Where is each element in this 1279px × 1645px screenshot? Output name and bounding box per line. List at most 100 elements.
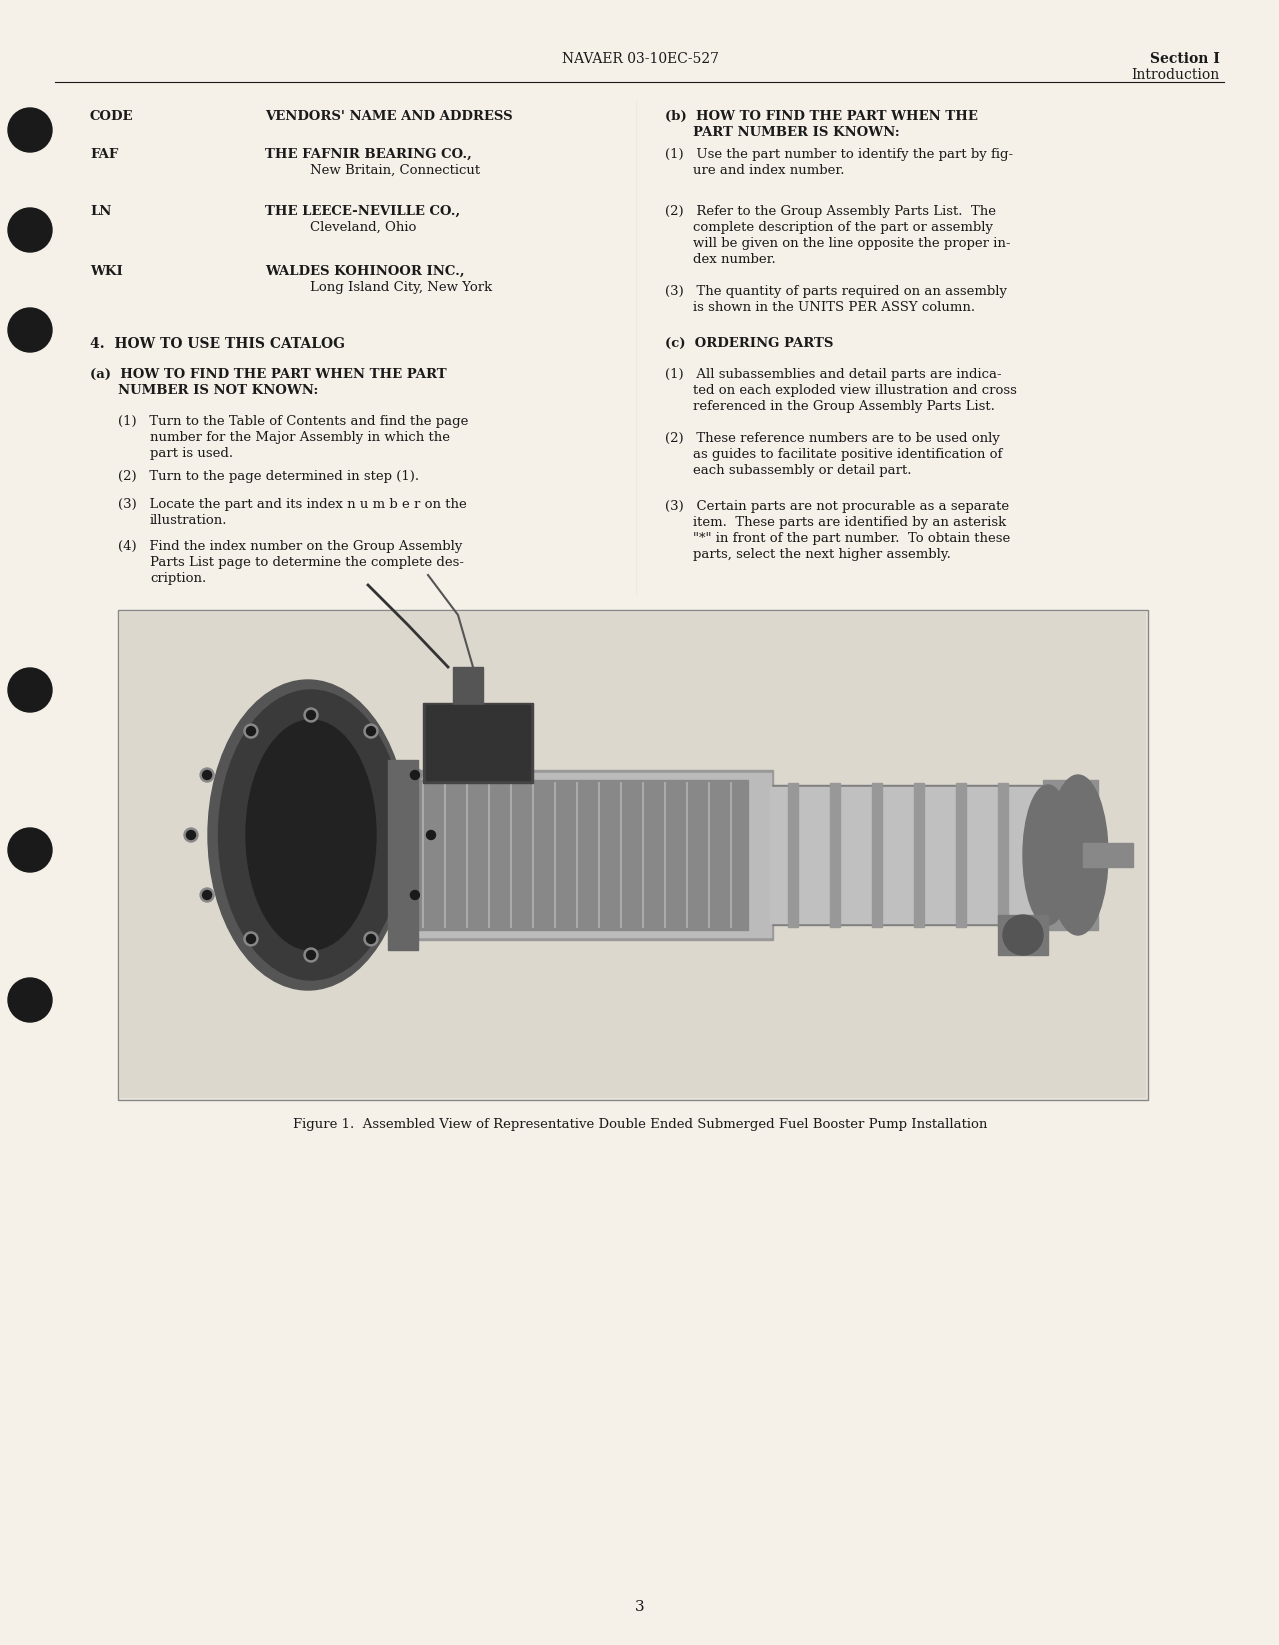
Text: ted on each exploded view illustration and cross: ted on each exploded view illustration a… (693, 383, 1017, 396)
Bar (770, 786, 1046, 923)
Ellipse shape (408, 888, 422, 901)
Bar (955, 783, 966, 928)
Circle shape (8, 207, 52, 252)
Ellipse shape (202, 890, 211, 900)
Ellipse shape (200, 768, 214, 781)
Text: Cleveland, Ohio: Cleveland, Ohio (310, 220, 417, 234)
Ellipse shape (184, 827, 198, 842)
Bar (418, 780, 748, 929)
Text: ure and index number.: ure and index number. (693, 164, 844, 178)
Ellipse shape (304, 707, 318, 722)
Text: (3)   Locate the part and its index n u m b e r on the: (3) Locate the part and its index n u m … (118, 498, 467, 512)
Circle shape (8, 827, 52, 872)
Text: parts, select the next higher assembly.: parts, select the next higher assembly. (693, 548, 950, 561)
Ellipse shape (1023, 785, 1073, 924)
Text: dex number.: dex number. (693, 253, 776, 266)
Text: illustration.: illustration. (150, 513, 228, 526)
Bar (914, 783, 923, 928)
Text: (1)   All subassemblies and detail parts are indica-: (1) All subassemblies and detail parts a… (665, 368, 1001, 382)
Text: "*" in front of the part number.  To obtain these: "*" in front of the part number. To obta… (693, 531, 1010, 544)
Text: PART NUMBER IS KNOWN:: PART NUMBER IS KNOWN: (693, 127, 899, 138)
Text: (4)   Find the index number on the Group Assembly: (4) Find the index number on the Group A… (118, 540, 463, 553)
Text: as guides to facilitate positive identification of: as guides to facilitate positive identif… (693, 447, 1003, 461)
Text: complete description of the part or assembly: complete description of the part or asse… (693, 220, 993, 234)
Text: (1)   Use the part number to identify the part by fig-: (1) Use the part number to identify the … (665, 148, 1013, 161)
Text: number for the Major Assembly in which the: number for the Major Assembly in which t… (150, 431, 450, 444)
Ellipse shape (408, 768, 422, 781)
Text: (2)   Turn to the page determined in step (1).: (2) Turn to the page determined in step … (118, 470, 420, 484)
Bar (396, 773, 771, 938)
Text: is shown in the UNITS PER ASSY column.: is shown in the UNITS PER ASSY column. (693, 301, 975, 314)
Text: VENDORS' NAME AND ADDRESS: VENDORS' NAME AND ADDRESS (265, 110, 513, 123)
Text: LN: LN (90, 206, 111, 219)
Text: NUMBER IS NOT KNOWN:: NUMBER IS NOT KNOWN: (118, 383, 318, 396)
Ellipse shape (244, 933, 258, 946)
Text: 3: 3 (636, 1601, 645, 1614)
Text: Section I: Section I (1150, 53, 1220, 66)
Text: (a)  HOW TO FIND THE PART WHEN THE PART: (a) HOW TO FIND THE PART WHEN THE PART (90, 368, 446, 382)
Circle shape (8, 979, 52, 1022)
Bar (872, 783, 883, 928)
Text: (2)   These reference numbers are to be used only: (2) These reference numbers are to be us… (665, 433, 1000, 446)
Ellipse shape (365, 933, 379, 946)
Ellipse shape (411, 770, 420, 780)
Ellipse shape (1048, 775, 1108, 934)
Text: CODE: CODE (90, 110, 133, 123)
Text: FAF: FAF (90, 148, 118, 161)
Ellipse shape (411, 890, 420, 900)
Text: WALDES KOHINOOR INC.,: WALDES KOHINOOR INC., (265, 265, 464, 278)
Bar (998, 783, 1008, 928)
Ellipse shape (187, 831, 196, 839)
Text: each subassembly or detail part.: each subassembly or detail part. (693, 464, 912, 477)
Text: WKI: WKI (90, 265, 123, 278)
Text: Parts List page to determine the complete des-: Parts List page to determine the complet… (150, 556, 464, 569)
Bar (998, 915, 1048, 956)
Circle shape (8, 308, 52, 352)
Ellipse shape (219, 689, 403, 980)
Bar (426, 706, 530, 780)
Text: THE LEECE-NEVILLE CO.,: THE LEECE-NEVILLE CO., (265, 206, 460, 219)
Circle shape (8, 668, 52, 712)
Ellipse shape (367, 727, 376, 735)
Bar (788, 783, 798, 928)
Ellipse shape (307, 711, 316, 719)
Text: Introduction: Introduction (1132, 67, 1220, 82)
Bar (120, 612, 1146, 1097)
Text: New Britain, Connecticut: New Britain, Connecticut (310, 164, 480, 178)
Text: (c)  ORDERING PARTS: (c) ORDERING PARTS (665, 337, 834, 350)
Text: (3)   The quantity of parts required on an assembly: (3) The quantity of parts required on an… (665, 285, 1007, 298)
Text: part is used.: part is used. (150, 447, 233, 461)
Ellipse shape (307, 951, 316, 959)
Ellipse shape (1003, 915, 1042, 956)
Ellipse shape (200, 888, 214, 901)
Text: (b)  HOW TO FIND THE PART WHEN THE: (b) HOW TO FIND THE PART WHEN THE (665, 110, 978, 123)
Bar (767, 785, 1048, 924)
Bar (453, 666, 483, 707)
Text: THE FAFNIR BEARING CO.,: THE FAFNIR BEARING CO., (265, 148, 472, 161)
Bar (388, 760, 418, 951)
Ellipse shape (244, 724, 258, 739)
Ellipse shape (247, 934, 256, 944)
Ellipse shape (367, 934, 376, 944)
Bar (118, 610, 1149, 1101)
Text: Long Island City, New York: Long Island City, New York (310, 281, 492, 294)
Text: Figure 1.  Assembled View of Representative Double Ended Submerged Fuel Booster : Figure 1. Assembled View of Representati… (293, 1119, 987, 1132)
Text: (2)   Refer to the Group Assembly Parts List.  The: (2) Refer to the Group Assembly Parts Li… (665, 206, 996, 219)
Text: referenced in the Group Assembly Parts List.: referenced in the Group Assembly Parts L… (693, 400, 995, 413)
Ellipse shape (208, 679, 408, 990)
Text: will be given on the line opposite the proper in-: will be given on the line opposite the p… (693, 237, 1010, 250)
Ellipse shape (304, 948, 318, 962)
Text: (3)   Certain parts are not procurable as a separate: (3) Certain parts are not procurable as … (665, 500, 1009, 513)
Bar (1042, 780, 1097, 929)
Ellipse shape (425, 827, 437, 842)
Ellipse shape (246, 721, 376, 951)
Bar (393, 770, 773, 939)
Text: NAVAER 03-10EC-527: NAVAER 03-10EC-527 (561, 53, 719, 66)
Text: cription.: cription. (150, 572, 206, 586)
Text: (1)   Turn to the Table of Contents and find the page: (1) Turn to the Table of Contents and fi… (118, 415, 468, 428)
Bar (1083, 842, 1133, 867)
Bar (423, 702, 533, 783)
Text: item.  These parts are identified by an asterisk: item. These parts are identified by an a… (693, 517, 1007, 530)
Ellipse shape (202, 770, 211, 780)
Ellipse shape (426, 831, 436, 839)
